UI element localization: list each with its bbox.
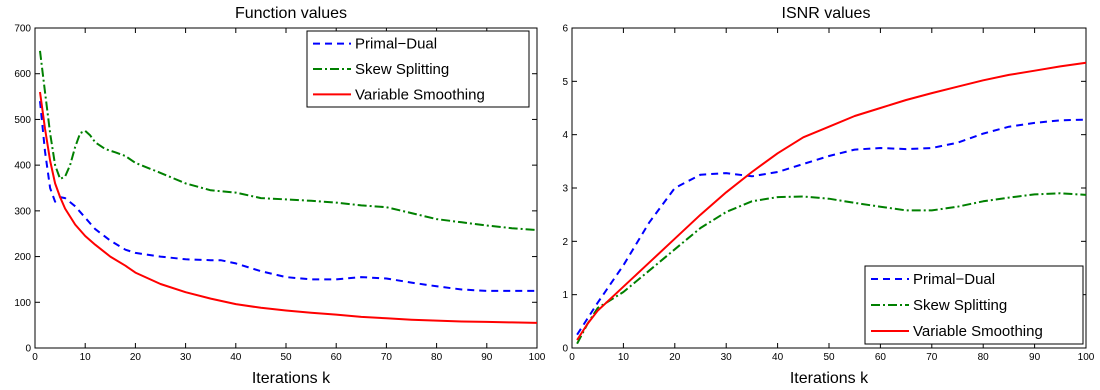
right-series-lines	[576, 61, 1087, 345]
x-tick-label: 100	[1078, 352, 1095, 363]
left-series-lines	[39, 50, 538, 324]
legend-label: Skew Splitting	[355, 61, 449, 78]
series-line	[576, 118, 1087, 336]
right-chart-panel: ISNR values 0 10 20 30 40 50 60 70 80 90 100 0 1 2 3 4…	[562, 5, 1094, 387]
x-tick-label: 50	[823, 352, 835, 363]
x-tick-label: 90	[481, 352, 493, 363]
y-tick-label: 4	[562, 130, 568, 141]
x-tick-label: 80	[431, 352, 443, 363]
legend-label: Primal−Dual	[913, 271, 995, 288]
legend-label: Variable Smoothing	[355, 86, 485, 103]
series-line	[576, 61, 1087, 341]
x-tick-label: 0	[569, 352, 575, 363]
right-legend: Primal−Dual Skew Splitting Variable Smooth…	[864, 265, 1084, 345]
x-tick-label: 100	[529, 352, 546, 363]
y-tick-label: 400	[14, 161, 31, 172]
left-chart-title: Function values	[235, 5, 347, 22]
right-x-axis-label: Iterations k	[790, 370, 869, 387]
x-tick-label: 10	[80, 352, 92, 363]
legend-label: Primal−Dual	[355, 36, 437, 53]
x-tick-label: 40	[230, 352, 242, 363]
x-tick-label: 60	[875, 352, 887, 363]
legend-label: Skew Splitting	[913, 297, 1007, 314]
x-tick-label: 0	[32, 352, 38, 363]
x-tick-label: 90	[1029, 352, 1041, 363]
left-chart-panel: Function values 0 10 20 30 40 50 60 70 80 90 100 0…	[14, 5, 545, 387]
y-tick-label: 500	[14, 115, 31, 126]
x-tick-label: 10	[618, 352, 630, 363]
x-tick-label: 70	[381, 352, 393, 363]
y-tick-label: 200	[14, 252, 31, 263]
y-tick-label: 0	[562, 344, 568, 355]
y-tick-label: 2	[562, 237, 568, 248]
x-tick-label: 30	[180, 352, 192, 363]
y-tick-label: 700	[14, 24, 31, 35]
y-tick-label: 6	[562, 24, 568, 35]
series-line	[39, 101, 537, 292]
y-tick-label: 0	[25, 344, 31, 355]
y-tick-label: 600	[14, 69, 31, 80]
x-tick-label: 20	[130, 352, 142, 363]
x-tick-label: 60	[331, 352, 343, 363]
y-tick-label: 5	[562, 77, 568, 88]
legend-label: Variable Smoothing	[913, 323, 1043, 340]
left-x-axis-label: Iterations k	[252, 370, 331, 387]
x-tick-label: 40	[772, 352, 784, 363]
right-x-ticks: 0 10 20 30 40 50 60 70 80 90 100	[569, 28, 1095, 363]
left-legend: Primal−Dual Skew Splitting Variable Smooth…	[306, 30, 530, 108]
left-y-ticks: 0 100 200 300 400 500 600 700	[14, 24, 537, 355]
x-tick-label: 70	[926, 352, 938, 363]
series-line	[576, 192, 1087, 345]
y-tick-label: 300	[14, 206, 31, 217]
y-tick-label: 100	[14, 298, 31, 309]
x-tick-label: 50	[280, 352, 292, 363]
series-line	[39, 50, 538, 232]
series-line	[39, 91, 538, 324]
left-x-ticks: 0 10 20 30 40 50 60 70 80 90 100	[32, 28, 546, 363]
y-tick-label: 1	[562, 290, 568, 301]
y-tick-label: 3	[562, 184, 568, 195]
x-tick-label: 30	[721, 352, 733, 363]
x-tick-label: 80	[978, 352, 990, 363]
right-chart-title: ISNR values	[782, 5, 871, 22]
x-tick-label: 20	[669, 352, 681, 363]
